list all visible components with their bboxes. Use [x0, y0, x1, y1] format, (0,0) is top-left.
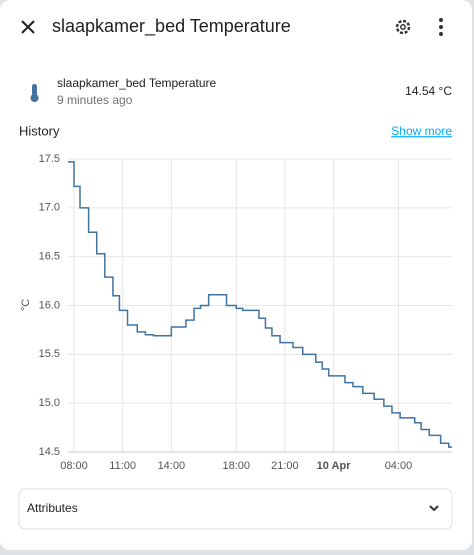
entity-name: slaapkamer_bed Temperature [57, 76, 217, 90]
entity-updated: 9 minutes ago [57, 93, 133, 107]
x-tick-label: 08:00 [60, 460, 88, 472]
x-tick-label: 14:00 [158, 460, 186, 472]
attributes-panel[interactable] [18, 488, 453, 530]
y-axis-label: °C [20, 299, 32, 311]
x-tick-label: 10 Apr [317, 460, 352, 472]
history-title: History [19, 123, 60, 138]
y-tick-label: 15.0 [39, 397, 60, 409]
x-tick-label: 18:00 [222, 460, 250, 472]
entity-state: 14.54 °C [405, 84, 452, 98]
y-tick-label: 14.5 [39, 446, 60, 458]
y-tick-label: 16.5 [39, 251, 60, 263]
y-tick-label: 15.5 [39, 348, 60, 360]
x-tick-label: 04:00 [385, 460, 413, 472]
y-tick-label: 17.0 [39, 202, 60, 214]
expand-icon [429, 505, 439, 512]
menu-button[interactable] [439, 18, 443, 36]
thermometer-icon [30, 84, 39, 102]
y-tick-label: 16.0 [39, 299, 60, 311]
x-tick-label: 21:00 [271, 460, 299, 472]
x-tick-label: 11:00 [109, 460, 136, 472]
attributes-label: Attributes [27, 501, 78, 515]
show-more-link[interactable]: Show more [391, 124, 452, 138]
y-tick-label: 17.5 [39, 153, 60, 165]
history-chart: 14.5 15.0 15.5 16.0 16.5 17.0 17.5 08:00 11:00 14… [20, 153, 452, 472]
close-button[interactable] [21, 20, 35, 34]
settings-button[interactable] [395, 19, 411, 35]
data-line [68, 161, 452, 448]
dialog-title: slaapkamer_bed Temperature [52, 16, 291, 37]
